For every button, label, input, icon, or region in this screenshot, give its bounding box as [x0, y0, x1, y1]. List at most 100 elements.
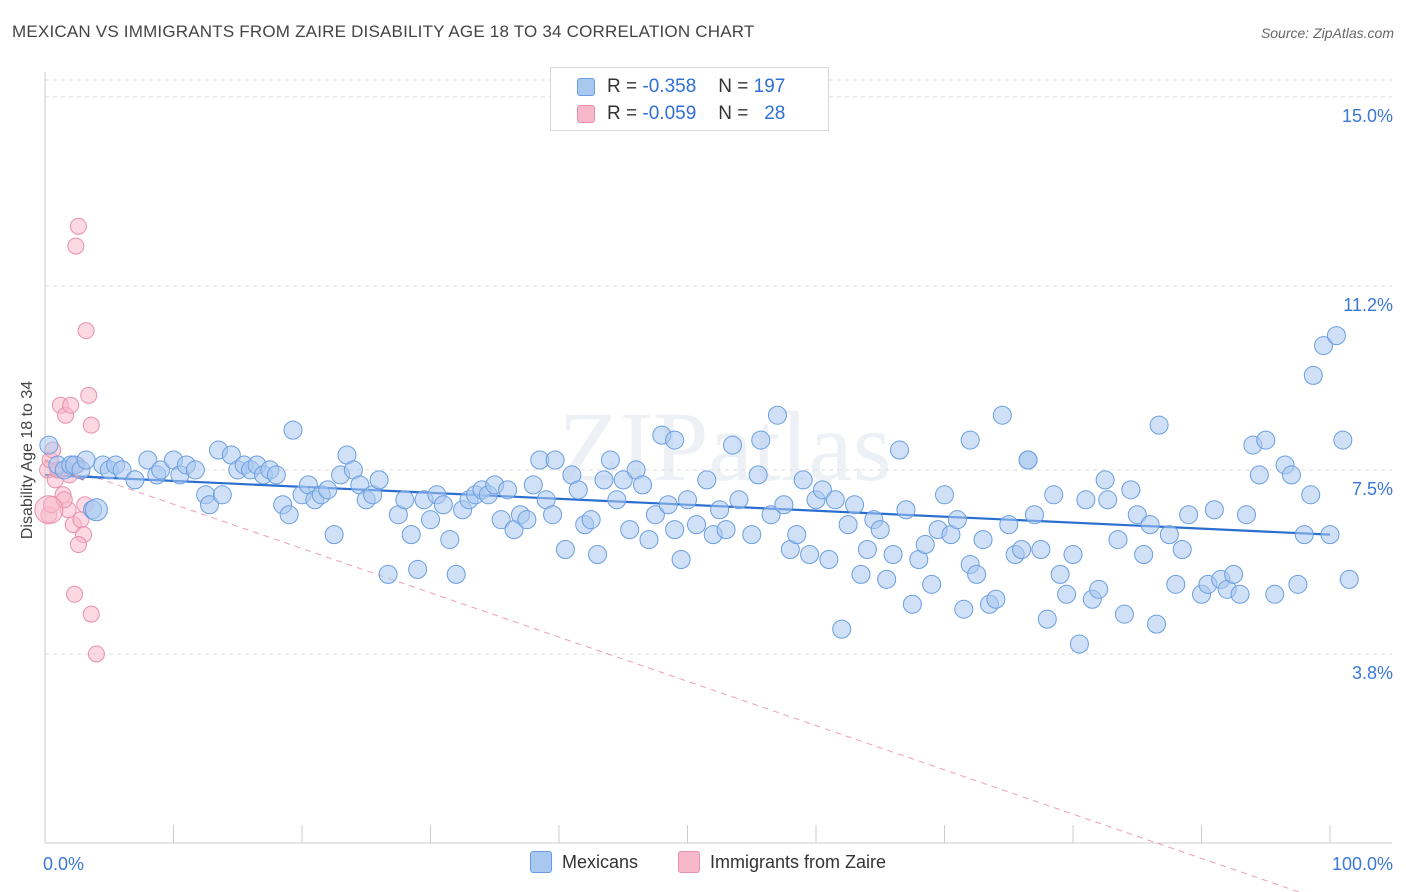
y-tick-label: 15.0%	[1342, 106, 1393, 126]
legend-item-mexicans[interactable]: Mexicans	[530, 851, 638, 873]
data-point-mexicans	[1320, 525, 1340, 545]
data-point-mexicans	[581, 510, 601, 530]
data-point-mexicans	[185, 460, 205, 480]
data-point-mexicans	[922, 574, 942, 594]
data-point-mexicans	[1089, 579, 1109, 599]
legend-item-zaire[interactable]: Immigrants from Zaire	[678, 851, 886, 873]
data-point-mexicans	[665, 430, 685, 450]
legend-row-mexicans: R = -0.358 N = 197	[577, 75, 785, 99]
data-point-mexicans	[1031, 540, 1051, 560]
data-point-mexicans	[1044, 485, 1064, 505]
legend-r-value: -0.059	[642, 103, 697, 124]
data-point-mexicans	[851, 564, 871, 584]
data-point-mexicans	[39, 435, 59, 455]
data-point-mexicans	[999, 515, 1019, 535]
data-point-mexicans	[1265, 584, 1285, 604]
data-point-mexicans	[1076, 490, 1096, 510]
data-point-mexicans	[401, 525, 421, 545]
grid-lines	[45, 79, 1392, 655]
data-point-mexicans	[722, 435, 742, 455]
data-point-mexicans	[433, 495, 453, 515]
data-point-mexicans	[890, 440, 910, 460]
data-point-mexicans	[266, 465, 286, 485]
data-point-mexicans	[832, 619, 852, 639]
data-point-mexicans	[1256, 430, 1276, 450]
data-point-mexicans	[1294, 525, 1314, 545]
y-tick-label: 7.5%	[1352, 479, 1393, 499]
legend-n-value: 197	[753, 76, 786, 97]
data-point-mexicans	[1236, 505, 1256, 525]
data-point-mexicans	[408, 559, 428, 579]
data-point-mexicans	[1172, 540, 1192, 560]
data-point-mexicans	[915, 535, 935, 555]
tick-labels: 3.8% 7.5% 11.2% 15.0% 0.0% 100.0%	[43, 106, 1393, 874]
data-point-mexicans	[947, 510, 967, 530]
data-point-mexicans	[639, 530, 659, 550]
data-point-mexicans	[793, 470, 813, 490]
data-point-zaire	[69, 217, 87, 235]
data-point-mexicans	[1012, 540, 1032, 560]
data-point-mexicans	[1224, 564, 1244, 584]
chart-title: MEXICAN VS IMMIGRANTS FROM ZAIRE DISABIL…	[12, 22, 755, 41]
data-point-mexicans	[212, 485, 232, 505]
data-point-mexicans	[960, 430, 980, 450]
data-point-mexicans	[369, 470, 389, 490]
data-point-mexicans	[665, 520, 685, 540]
data-point-mexicans	[1024, 505, 1044, 525]
data-point-mexicans	[446, 564, 466, 584]
data-point-mexicans	[568, 480, 588, 500]
data-point-mexicans	[710, 500, 730, 520]
data-point-mexicans	[883, 544, 903, 564]
data-point-mexicans	[1050, 564, 1070, 584]
data-point-mexicans	[76, 450, 96, 470]
data-point-mexicans	[658, 495, 678, 515]
data-point-mexicans	[1204, 500, 1224, 520]
data-point-mexicans	[620, 520, 640, 540]
data-point-mexicans	[199, 495, 219, 515]
legend-row-zaire: R = -0.059 N = 28	[577, 102, 785, 126]
data-point-zaire	[80, 386, 98, 404]
data-point-mexicans	[1134, 544, 1154, 564]
x-tick-label: 0.0%	[43, 854, 84, 874]
data-point-mexicans	[902, 594, 922, 614]
data-point-mexicans	[697, 470, 717, 490]
data-point-mexicans	[600, 450, 620, 470]
data-point-zaire	[62, 396, 80, 414]
data-point-mexicans	[151, 460, 171, 480]
data-point-mexicans	[1037, 609, 1057, 629]
data-point-mexicans	[1140, 515, 1160, 535]
legend-r-value: -0.358	[642, 76, 697, 97]
legend-swatch-pink	[577, 105, 595, 123]
data-point-mexicans	[1127, 505, 1147, 525]
data-point-mexicans	[1114, 604, 1134, 624]
data-point-mexicans	[671, 549, 691, 569]
data-point-mexicans	[555, 540, 575, 560]
legend-item-label: Mexicans	[562, 851, 639, 872]
data-point-mexicans	[748, 465, 768, 485]
data-point-mexicans	[1063, 544, 1083, 564]
data-point-mexicans	[588, 544, 608, 564]
data-point-mexicans	[498, 480, 518, 500]
data-point-mexicans	[686, 515, 706, 535]
legend-item-label: Immigrants from Zaire	[710, 851, 887, 872]
data-point-mexicans	[800, 544, 820, 564]
data-point-zaire	[34, 495, 64, 525]
legend-r-label: R =	[607, 103, 638, 124]
data-point-mexicans	[857, 540, 877, 560]
data-point-mexicans	[1281, 465, 1301, 485]
data-point-mexicans	[318, 480, 338, 500]
data-point-mexicans	[819, 549, 839, 569]
data-point-mexicans	[954, 599, 974, 619]
data-point-mexicans	[279, 505, 299, 525]
data-point-mexicans	[594, 470, 614, 490]
data-point-mexicans	[613, 470, 633, 490]
data-point-mexicans	[421, 510, 440, 530]
data-point-zaire	[69, 536, 87, 554]
data-point-mexicans	[751, 430, 771, 450]
legend-n-label: N =	[718, 103, 749, 124]
data-point-mexicans	[378, 564, 398, 584]
legend-n-label: N =	[718, 76, 749, 97]
data-point-zaire	[77, 322, 95, 340]
data-point-mexicans	[645, 505, 665, 525]
